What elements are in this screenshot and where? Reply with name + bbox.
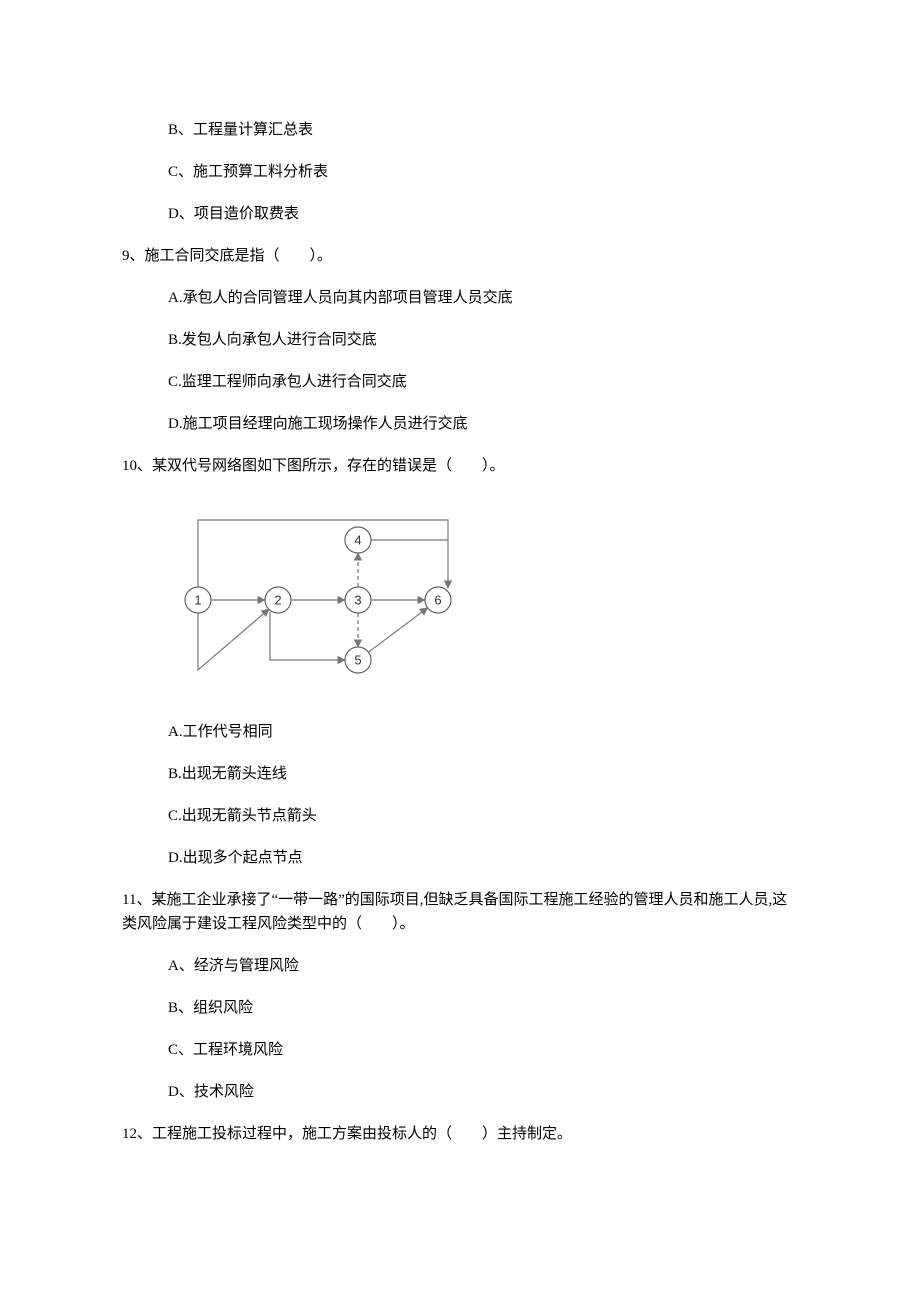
option-text: C、工程环境风险: [168, 1038, 800, 1062]
node-label-1: 1: [194, 593, 201, 608]
option-text: D.出现多个起点节点: [168, 846, 800, 870]
option-text: C.监理工程师向承包人进行合同交底: [168, 370, 800, 394]
question-text: 10、某双代号网络图如下图所示，存在的错误是（ ）。: [122, 454, 800, 478]
node-label-3: 3: [354, 593, 361, 608]
question-text: 12、工程施工投标过程中，施工方案由投标人的（ ）主持制定。: [122, 1122, 800, 1146]
option-text: B.出现无箭头连线: [168, 762, 800, 786]
node-label-2: 2: [274, 593, 281, 608]
polyline-3: [270, 612, 345, 660]
option-text: C、施工预算工料分析表: [168, 160, 800, 184]
option-text: D、技术风险: [168, 1080, 800, 1104]
option-text: C.出现无箭头节点箭头: [168, 804, 800, 828]
polyline-2: [198, 609, 269, 670]
option-text: D.施工项目经理向施工现场操作人员进行交底: [168, 412, 800, 436]
option-text: A.工作代号相同: [168, 720, 800, 744]
question-text: 11、某施工企业承接了“一带一路”的国际项目,但缺乏具备国际工程施工经验的管理人…: [122, 888, 800, 936]
polyline-0: [198, 520, 448, 587]
question-text: 9、施工合同交底是指（ ）。: [122, 244, 800, 268]
node-label-4: 4: [354, 533, 361, 548]
polyline-1: [371, 540, 448, 588]
node-label-6: 6: [434, 593, 441, 608]
option-text: B、工程量计算汇总表: [168, 118, 800, 142]
network-diagram: 1 2 3 4 5 6: [168, 500, 800, 698]
option-text: A、经济与管理风险: [168, 954, 800, 978]
node-label-5: 5: [354, 653, 361, 668]
edge-5-6: [368, 608, 427, 652]
option-text: D、项目造价取费表: [168, 202, 800, 226]
option-text: A.承包人的合同管理人员向其内部项目管理人员交底: [168, 286, 800, 310]
option-text: B.发包人向承包人进行合同交底: [168, 328, 800, 352]
option-text: B、组织风险: [168, 996, 800, 1020]
